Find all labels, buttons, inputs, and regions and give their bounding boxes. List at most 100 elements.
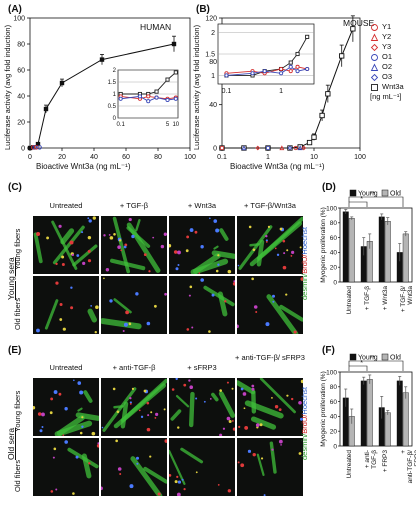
nucleus: [90, 304, 93, 307]
nucleus: [176, 475, 179, 478]
nucleus: [189, 385, 194, 390]
nucleus: [299, 417, 303, 421]
panel-d-label: (D): [322, 182, 336, 193]
nucleus: [251, 387, 255, 391]
nucleus: [140, 415, 144, 419]
nucleus: [191, 326, 194, 329]
column-header: Untreated: [49, 363, 83, 372]
fiber: [102, 387, 137, 432]
nucleus: [36, 328, 40, 333]
nucleus: [274, 247, 277, 250]
nucleus: [183, 488, 186, 491]
category-label: + anti-TGF-β: [364, 450, 378, 469]
xlabel-b: Bioactive Wnt3a (ng mL⁻¹): [230, 162, 325, 171]
nucleus: [265, 322, 270, 327]
nucleus: [265, 234, 268, 238]
legend-label-b: O1: [382, 52, 393, 61]
stain-label-c: desmin/BrdU/Hoechst: [300, 227, 309, 300]
nucleus: [87, 259, 92, 263]
baseline-marker-b: [265, 145, 271, 151]
nucleus: [129, 403, 132, 405]
ytick-label-a: 40: [17, 94, 25, 101]
nucleus: [87, 235, 92, 240]
ylabel: Myogenic proliferation (%): [320, 207, 327, 283]
inset-point-b: [305, 34, 310, 39]
nucleus: [228, 420, 232, 424]
nucleus: [109, 236, 114, 240]
fiber: [256, 216, 303, 261]
nucleus: [73, 379, 75, 382]
ytick-label: 80: [330, 220, 338, 227]
fiber: [112, 216, 131, 274]
nucleus: [135, 292, 139, 296]
nucleus: [115, 439, 118, 443]
micrograph-image: [33, 216, 98, 270]
sig-bracket-2: [348, 360, 404, 371]
nucleus: [136, 456, 140, 460]
legend-marker-b: [370, 32, 379, 41]
nucleus: [242, 392, 247, 396]
fiber: [87, 308, 98, 323]
legend-marker-b: [370, 43, 379, 51]
ytick-label: 100: [326, 205, 337, 212]
panel-e-label: (E): [8, 345, 22, 356]
nucleus: [209, 397, 212, 400]
nucleus: [148, 270, 151, 273]
micrograph-image: [169, 217, 235, 274]
nucleus: [75, 455, 79, 459]
nucleus: [252, 248, 256, 252]
nucleus: [53, 447, 57, 451]
nucleus: [49, 411, 53, 415]
micrograph-image: [170, 378, 235, 436]
nucleus: [189, 228, 194, 232]
inset-point-a: [137, 94, 142, 99]
ytick-label-a: 80: [17, 42, 25, 49]
nucleus: [128, 322, 132, 326]
plot-frame-a: [29, 17, 191, 149]
nucleus: [116, 410, 120, 414]
micrograph-image: [50, 440, 99, 495]
nucleus: [300, 277, 303, 281]
nucleus: [164, 439, 167, 443]
legend-marker-shape-b: [370, 43, 379, 51]
xtick-label-a: 80: [154, 154, 162, 161]
nucleus: [213, 219, 218, 223]
micrograph-image: [36, 281, 99, 334]
fiber: [259, 378, 296, 414]
nucleus: [181, 478, 184, 481]
column-header: + TGF-β: [119, 201, 149, 210]
tag-mouse: MOUSE: [343, 18, 375, 28]
micrograph-grid-e: Untreated + anti-TGF-β + sFRP3 + anti-TGF-β…: [13, 354, 305, 496]
nucleus: [50, 397, 54, 401]
ytick-label: 60: [330, 235, 338, 242]
xtick-label-a: 40: [90, 154, 98, 161]
legend-unit-b: [ng mL⁻¹]: [370, 92, 402, 101]
nucleus: [92, 216, 97, 220]
nucleus: [70, 306, 74, 310]
nucleus: [219, 389, 222, 392]
legend-marker-shape-b: [370, 32, 379, 41]
nucleus: [160, 244, 165, 249]
micrograph-image: [237, 216, 303, 270]
nucleus: [169, 244, 172, 248]
baseline-marker-b: [219, 145, 225, 151]
nucleus: [53, 390, 58, 394]
inset-point-a: [173, 96, 178, 101]
micrograph-cell: [237, 378, 303, 436]
micrograph-image: [101, 439, 167, 496]
fiber: [175, 394, 190, 408]
nucleus: [69, 240, 74, 245]
nucleus: [81, 416, 84, 419]
inset-point-b: [279, 71, 284, 76]
legend-item-b: O1: [370, 52, 404, 62]
category-label: Untreated: [346, 286, 353, 315]
inset-point-b: [288, 69, 293, 74]
point-b: [325, 91, 331, 97]
legend-label: Old: [390, 355, 401, 362]
inset-point-b: [295, 69, 300, 74]
nucleus: [286, 249, 289, 252]
nucleus: [164, 292, 167, 296]
nucleus: [163, 408, 166, 411]
nucleus: [103, 277, 105, 280]
nucleus: [285, 293, 288, 296]
